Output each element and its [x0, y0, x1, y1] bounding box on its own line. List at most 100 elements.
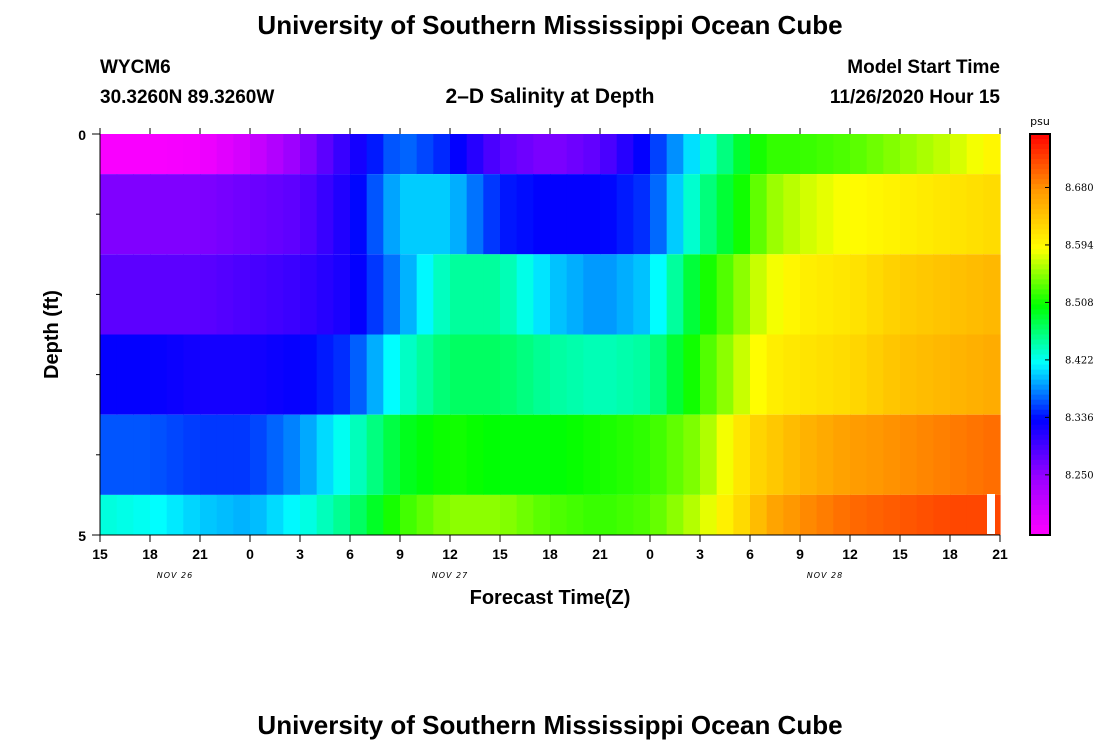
colorbar-segment [1030, 459, 1050, 466]
heatmap-cell [483, 134, 501, 175]
heatmap-cell [783, 134, 801, 175]
heatmap-cell [516, 494, 534, 535]
colorbar-segment [1030, 184, 1050, 190]
heatmap-cell [433, 134, 451, 175]
colorbar-segment [1030, 239, 1050, 245]
heatmap-cell [200, 334, 218, 415]
heatmap-cell [316, 254, 334, 335]
heatmap-cell [166, 254, 184, 335]
heatmap-cell [116, 134, 134, 175]
colorbar-tick-label: 8.680 [1065, 183, 1094, 194]
heatmap-cell [466, 254, 484, 335]
heatmap-cell [783, 174, 801, 255]
heatmap-cell [216, 134, 234, 175]
heatmap-cell [183, 254, 201, 335]
colorbar-segment [1030, 309, 1050, 316]
heatmap-cell [200, 494, 218, 535]
heatmap-cell [150, 174, 168, 255]
colorbar-segment [1030, 134, 1050, 140]
heatmap-cell [316, 174, 334, 255]
x-tick-label: 9 [796, 546, 804, 562]
heatmap-cell [983, 334, 1001, 415]
colorbar-segment [1030, 334, 1050, 341]
colorbar-segment [1030, 494, 1050, 501]
colorbar-segment [1030, 464, 1050, 471]
heatmap-cell [583, 254, 601, 335]
heatmap-cell [233, 334, 251, 415]
heatmap-cell [783, 254, 801, 335]
x-tick-label: 0 [646, 546, 654, 562]
heatmap-cell [883, 134, 901, 175]
colorbar-segment [1030, 174, 1050, 180]
heatmap-cell [100, 334, 118, 415]
heatmap-cell [183, 334, 201, 415]
colorbar-segment [1030, 194, 1050, 200]
colorbar-segment [1030, 144, 1050, 150]
colorbar-segment [1030, 354, 1050, 361]
colorbar-segment [1030, 429, 1050, 436]
heatmap-cell [733, 494, 751, 535]
y-axis-title: Depth (ft) [41, 290, 63, 379]
colorbar-segment [1030, 414, 1050, 421]
heatmap-cell [533, 174, 551, 255]
heatmap-cell [850, 174, 868, 255]
heatmap-cell [783, 494, 801, 535]
heatmap-cell [566, 414, 584, 495]
colorbar-segment [1030, 139, 1050, 145]
heatmap-cell [483, 494, 501, 535]
heatmap-cell [700, 254, 718, 335]
heatmap-cell [233, 134, 251, 175]
heatmap-cell [950, 494, 968, 535]
heatmap-cell [566, 254, 584, 335]
heatmap-cell [516, 134, 534, 175]
heatmap-cell [500, 414, 518, 495]
heatmap-cell [350, 174, 368, 255]
colorbar-tick-label: 8.250 [1065, 470, 1094, 481]
heatmap-cell [166, 414, 184, 495]
heatmap-cell [483, 334, 501, 415]
heatmap-cell [250, 174, 268, 255]
heatmap-cell [366, 134, 384, 175]
heatmap-cell [566, 134, 584, 175]
heatmap-cell [833, 494, 851, 535]
heatmap-cell [933, 174, 951, 255]
heatmap-cell [366, 174, 384, 255]
heatmap-cell [650, 414, 668, 495]
heatmap-cell [583, 334, 601, 415]
chart-subtitle: 2–D Salinity at Depth [445, 85, 655, 108]
heatmap-cell [300, 414, 318, 495]
heatmap-cell [133, 174, 151, 255]
heatmap-cell [483, 174, 501, 255]
heatmap-cell [900, 414, 918, 495]
heatmap-cell [816, 254, 834, 335]
heatmap-cell [866, 334, 884, 415]
heatmap-cell [716, 174, 734, 255]
heatmap-cell [966, 254, 984, 335]
heatmap-cell [300, 254, 318, 335]
heatmap-cell [900, 134, 918, 175]
heatmap-cell [583, 494, 601, 535]
colorbar-segment [1030, 519, 1050, 526]
heatmap-cell [150, 254, 168, 335]
heatmap-cell [966, 414, 984, 495]
heatmap-cell [700, 334, 718, 415]
heatmap-cell [533, 494, 551, 535]
heatmap-cell [933, 334, 951, 415]
colorbar-segment [1030, 249, 1050, 255]
heatmap-cell [633, 414, 651, 495]
x-tick-label: 18 [142, 546, 158, 562]
heatmap-cell [983, 174, 1001, 255]
heatmap-cell [900, 494, 918, 535]
colorbar-segment [1030, 419, 1050, 426]
heatmap-cell [433, 334, 451, 415]
heatmap-cell [900, 254, 918, 335]
colorbar-segment [1030, 444, 1050, 451]
heatmap-cell [816, 334, 834, 415]
heatmap-cell [766, 174, 784, 255]
colorbar-segment [1030, 219, 1050, 225]
colorbar-unit: psu [1030, 115, 1050, 128]
heatmap-cell [450, 134, 468, 175]
heatmap-cell [416, 334, 434, 415]
colorbar-segment [1030, 384, 1050, 391]
heatmap-cell [916, 414, 934, 495]
